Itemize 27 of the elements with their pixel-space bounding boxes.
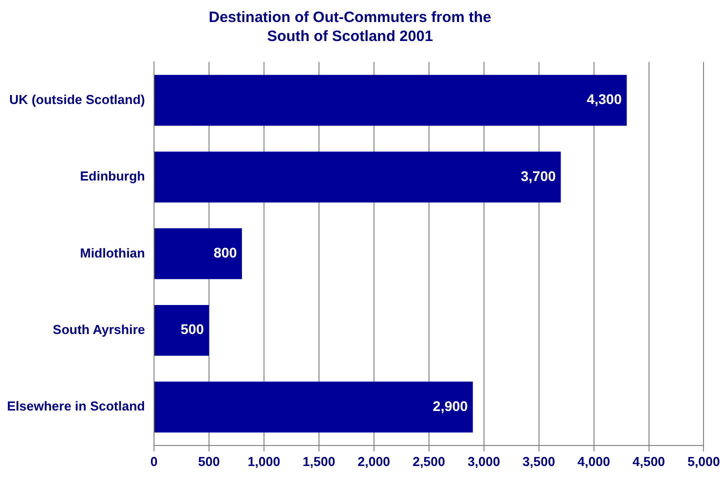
data-label: 500 xyxy=(180,321,204,338)
x-tick-label: 3,500 xyxy=(522,454,556,469)
y-tick-label: UK (outside Scotland) xyxy=(9,92,145,107)
x-tick-label: 500 xyxy=(198,454,220,469)
data-label: 4,300 xyxy=(586,91,622,108)
chart-title: Destination of Out-Commuters from the South of Scotland 2001 xyxy=(208,8,492,46)
x-tick-label: 0 xyxy=(150,454,158,469)
bar xyxy=(154,382,473,432)
x-tick-label: 3,000 xyxy=(468,454,500,469)
bar xyxy=(154,152,561,202)
data-label: 3,700 xyxy=(520,168,556,184)
y-tick-label: Midlothian xyxy=(80,245,146,260)
x-tick-label: 5,000 xyxy=(687,454,720,469)
x-tick-label: 4,500 xyxy=(632,454,666,469)
data-label: 800 xyxy=(214,244,238,261)
y-tick-label: Elsewhere in Scotland xyxy=(6,398,146,414)
x-tick-label: 1,500 xyxy=(302,454,336,469)
bar xyxy=(154,304,209,356)
x-tick-label: 2,500 xyxy=(412,454,446,469)
x-tick-label: 2,000 xyxy=(358,454,390,469)
bar xyxy=(154,228,242,280)
bar xyxy=(154,74,627,126)
data-label: 2,900 xyxy=(432,398,468,414)
x-tick-label: 4,000 xyxy=(578,454,610,469)
y-tick-label: South Ayrshire xyxy=(52,322,145,337)
x-tick-label: 1,000 xyxy=(248,454,280,469)
y-tick-label: Edinburgh xyxy=(80,168,146,184)
